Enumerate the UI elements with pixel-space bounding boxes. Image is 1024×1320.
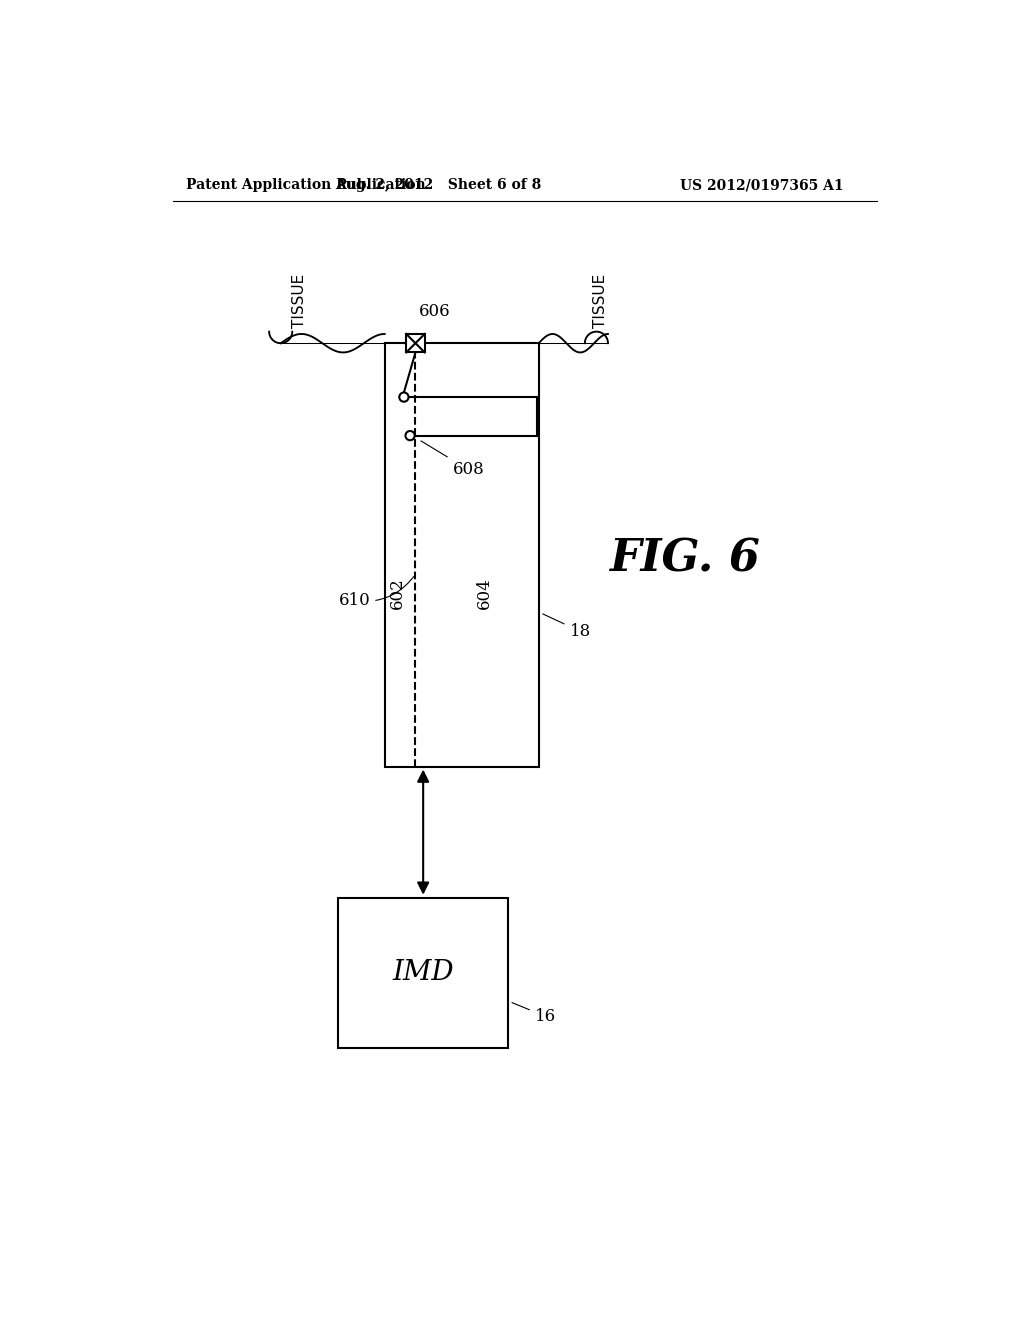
Bar <box>385 343 539 767</box>
Text: FIG. 6: FIG. 6 <box>609 537 761 581</box>
Circle shape <box>406 432 415 441</box>
Text: 610: 610 <box>339 577 414 609</box>
Text: 18: 18 <box>543 614 591 640</box>
Text: 608: 608 <box>421 441 484 478</box>
Bar <box>339 898 508 1048</box>
Text: TISSUE: TISSUE <box>593 273 608 327</box>
Text: IMD: IMD <box>392 960 454 986</box>
Text: US 2012/0197365 A1: US 2012/0197365 A1 <box>680 178 844 193</box>
Text: 602: 602 <box>389 578 407 610</box>
Text: 606: 606 <box>419 304 451 321</box>
Text: 16: 16 <box>512 1003 556 1024</box>
Circle shape <box>399 392 409 401</box>
Text: 604: 604 <box>476 578 494 610</box>
Text: TISSUE: TISSUE <box>293 273 307 327</box>
Text: Patent Application Publication: Patent Application Publication <box>186 178 426 193</box>
Bar <box>407 334 425 352</box>
Text: Aug. 2, 2012   Sheet 6 of 8: Aug. 2, 2012 Sheet 6 of 8 <box>336 178 542 193</box>
